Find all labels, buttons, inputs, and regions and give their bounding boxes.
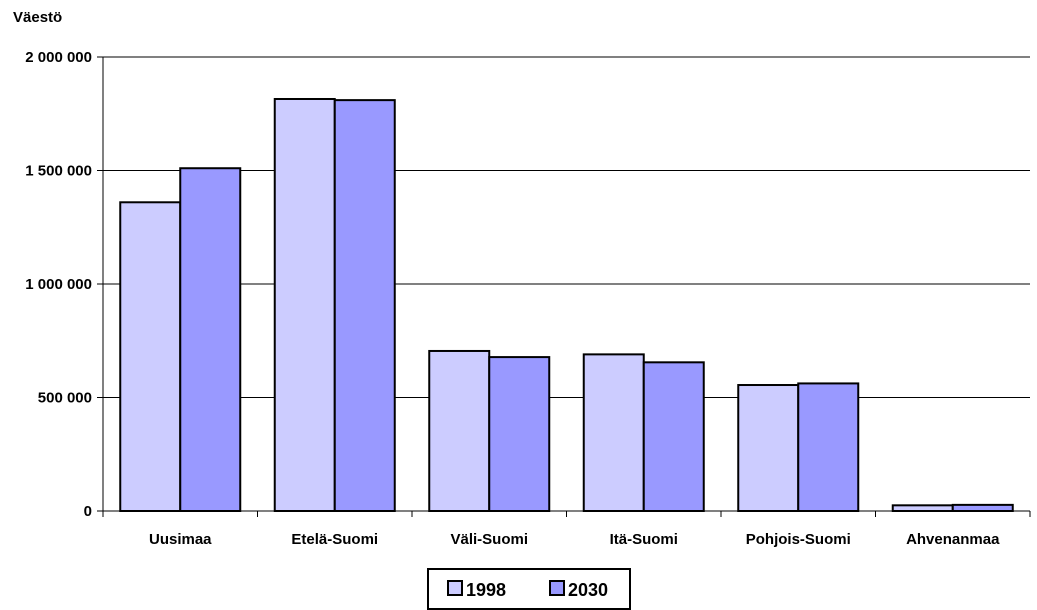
legend-swatch-2030 bbox=[549, 580, 565, 596]
x-tick-label: Pohjois-Suomi bbox=[746, 531, 851, 548]
bar-1998-Etelä-Suomi bbox=[273, 97, 336, 513]
x-tick-label: Itä-Suomi bbox=[610, 531, 678, 548]
bar-2030-Pohjois-Suomi bbox=[797, 382, 860, 512]
legend: 1998 2030 bbox=[427, 568, 631, 610]
axes bbox=[97, 56, 1031, 517]
bar-1998-Itä-Suomi bbox=[582, 353, 645, 512]
legend-label-1998: 1998 bbox=[466, 580, 506, 600]
x-tick-label: Uusimaa bbox=[149, 531, 212, 548]
y-tick-label: 500 000 bbox=[38, 390, 92, 407]
bars bbox=[119, 97, 1014, 513]
legend-box bbox=[427, 568, 631, 610]
bar-2030-Väli-Suomi bbox=[488, 356, 551, 512]
bar-2030-Itä-Suomi bbox=[642, 361, 705, 512]
legend-label-2030: 2030 bbox=[568, 580, 608, 600]
y-tick-label: 1 500 000 bbox=[25, 163, 92, 180]
x-tick-label: Väli-Suomi bbox=[450, 531, 528, 548]
bar-1998-Väli-Suomi bbox=[428, 349, 491, 512]
y-axis-label: Väestö bbox=[13, 9, 62, 26]
x-tick-labels: Uusimaa Etelä-Suomi Väli-Suomi Itä-Suomi Poh… bbox=[149, 531, 1000, 548]
x-tick-label: Etelä-Suomi bbox=[291, 531, 378, 548]
bar-2030-Etelä-Suomi bbox=[333, 99, 396, 512]
y-tick-label: 1 000 000 bbox=[25, 276, 92, 293]
bar-2030-Uusimaa bbox=[179, 167, 242, 512]
bar-1998-Pohjois-Suomi bbox=[737, 384, 800, 513]
legend-swatch-1998 bbox=[447, 580, 463, 596]
x-tick-label: Ahvenanmaa bbox=[906, 531, 1000, 548]
bar-1998-Ahvenanmaa bbox=[891, 504, 954, 513]
bar-2030-Ahvenanmaa bbox=[951, 503, 1014, 513]
bar-1998-Uusimaa bbox=[119, 201, 182, 512]
y-tick-label: 2 000 000 bbox=[25, 49, 92, 66]
gridlines bbox=[103, 56, 1030, 398]
y-tick-label: 0 bbox=[84, 503, 92, 520]
y-tick-labels: 0 500 000 1 000 000 1 500 000 2 000 000 bbox=[25, 49, 92, 520]
